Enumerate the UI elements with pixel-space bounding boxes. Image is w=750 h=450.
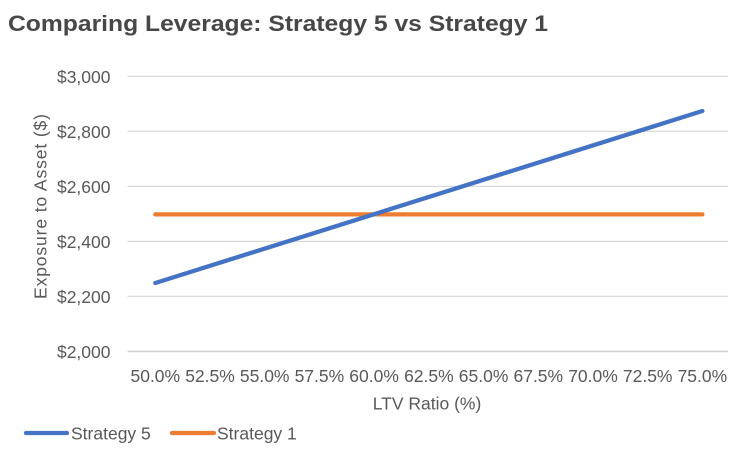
svg-text:$2,400: $2,400	[57, 232, 111, 252]
svg-text:LTV Ratio (%): LTV Ratio (%)	[373, 394, 482, 414]
svg-text:Strategy 1: Strategy 1	[217, 423, 297, 443]
svg-text:67.5%: 67.5%	[513, 366, 563, 386]
svg-text:$2,800: $2,800	[57, 122, 111, 142]
svg-text:Strategy 5: Strategy 5	[71, 423, 151, 443]
svg-text:72.5%: 72.5%	[623, 366, 673, 386]
svg-text:$2,000: $2,000	[57, 342, 111, 362]
svg-text:52.5%: 52.5%	[185, 366, 235, 386]
svg-text:60.0%: 60.0%	[349, 366, 399, 386]
svg-text:Comparing Leverage: Strategy 5: Comparing Leverage: Strategy 5 vs Strate…	[8, 11, 548, 36]
svg-text:55.0%: 55.0%	[240, 366, 290, 386]
svg-text:50.0%: 50.0%	[130, 366, 180, 386]
svg-text:62.5%: 62.5%	[404, 366, 454, 386]
svg-text:70.0%: 70.0%	[568, 366, 618, 386]
svg-text:$2,200: $2,200	[57, 287, 111, 307]
svg-text:75.0%: 75.0%	[678, 366, 728, 386]
svg-text:Exposure to Asset ($): Exposure to Asset ($)	[31, 114, 51, 299]
svg-text:$3,000: $3,000	[57, 67, 111, 87]
svg-text:65.0%: 65.0%	[459, 366, 509, 386]
svg-text:$2,600: $2,600	[57, 177, 111, 197]
svg-text:57.5%: 57.5%	[295, 366, 345, 386]
